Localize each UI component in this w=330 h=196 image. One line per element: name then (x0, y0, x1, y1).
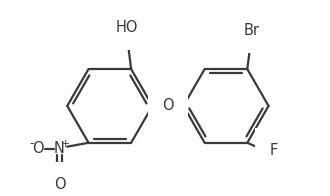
Text: N: N (54, 141, 65, 156)
Text: Br: Br (243, 23, 259, 38)
Text: HO: HO (116, 20, 139, 35)
Text: F: F (270, 143, 278, 158)
Text: O: O (162, 98, 174, 113)
Text: -: - (29, 137, 34, 150)
Text: O: O (32, 141, 44, 156)
Text: O: O (54, 177, 65, 192)
Text: +: + (61, 139, 70, 149)
